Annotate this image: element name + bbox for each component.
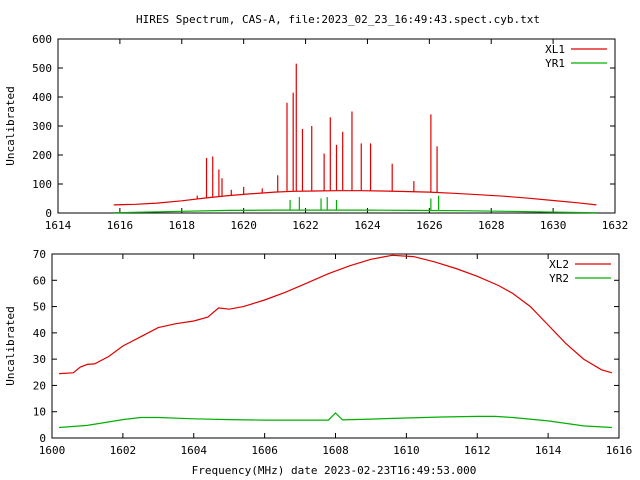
chart-bottom-y-tick-label: 60 <box>33 274 46 287</box>
figure-title: HIRES Spectrum, CAS-A, file:2023_02_23_1… <box>136 13 540 26</box>
chart-top-y-tick-label: 300 <box>32 120 52 133</box>
chart-top-legend-label-xl1: XL1 <box>545 43 565 56</box>
x-axis-label: Frequency(MHz) date 2023-02-23T16:49:53.… <box>192 464 477 477</box>
chart-top-x-tick-label: 1632 <box>602 219 629 232</box>
chart-top-y-tick-label: 500 <box>32 62 52 75</box>
chart-top-x-tick-label: 1620 <box>230 219 257 232</box>
chart-top-y-tick-label: 600 <box>32 33 52 46</box>
chart-bottom-series-xl2 <box>59 254 613 375</box>
chart-top-legend-label-yr1: YR1 <box>545 57 565 70</box>
chart-bottom-y-tick-label: 50 <box>33 301 46 314</box>
chart-bottom-x-tick-label: 1612 <box>464 444 491 457</box>
chart-top-series <box>113 63 597 214</box>
chart-top-series-xl1 <box>113 190 597 206</box>
chart-bottom-legend-label-yr2: YR2 <box>549 272 569 285</box>
chart-top-y-tick-label: 0 <box>45 207 52 220</box>
chart-bottom-series-yr2 <box>59 412 612 429</box>
chart-top-x-tick-label: 1616 <box>107 219 134 232</box>
chart-top-x-tick-label: 1622 <box>292 219 319 232</box>
chart-top-x-tick-label: 1624 <box>354 219 381 232</box>
chart-bottom-legend-label-xl2: XL2 <box>549 258 569 271</box>
chart-top-y-tick-label: 100 <box>32 178 52 191</box>
chart-top-y-tick-label: 200 <box>32 149 52 162</box>
chart-bottom: 1600 1602 1604 1606 1608 1610 1612 1614 1616 0 10 2… <box>4 248 632 457</box>
chart-bottom-x-tick-label: 1606 <box>251 444 278 457</box>
chart-top-x-tick-label: 1614 <box>45 219 72 232</box>
chart-bottom-y-tick-label: 30 <box>33 353 46 366</box>
chart-bottom-x-tick-label: 1610 <box>393 444 420 457</box>
chart-bottom-x-tick-label: 1604 <box>181 444 208 457</box>
chart-bottom-y-tick-label: 40 <box>33 327 46 340</box>
chart-top-series-yr1 <box>113 209 597 214</box>
chart-top-x-tick-label: 1628 <box>478 219 505 232</box>
chart-bottom-frame <box>51 253 620 439</box>
chart-bottom-y-tick-label: 20 <box>33 379 46 392</box>
chart-bottom-x-tick-label: 1608 <box>322 444 349 457</box>
chart-top-ylabel: Uncalibrated <box>4 86 17 165</box>
chart-top-ticks: 1614 1616 1618 1620 1622 1624 1626 1628 1630 1632… <box>32 33 628 232</box>
chart-bottom-x-tick-label: 1614 <box>535 444 562 457</box>
chart-top-x-tick-label: 1630 <box>540 219 567 232</box>
chart-bottom-y-tick-label: 0 <box>39 432 46 445</box>
chart-bottom-y-tick-label: 70 <box>33 248 46 261</box>
chart-bottom-y-tick-label: 10 <box>33 406 46 419</box>
chart-bottom-ticks: 1600 1602 1604 1606 1608 1610 1612 1614 1616 0 10 2… <box>33 248 633 457</box>
chart-bottom-x-tick-label: 1616 <box>606 444 633 457</box>
chart-bottom-x-tick-label: 1602 <box>110 444 137 457</box>
chart-top: 1614 1616 1618 1620 1622 1624 1626 1628 1630 1632… <box>4 33 628 232</box>
chart-bottom-series <box>59 254 613 429</box>
chart-top-x-tick-label: 1626 <box>416 219 443 232</box>
chart-top-y-tick-label: 400 <box>32 91 52 104</box>
chart-top-x-tick-label: 1618 <box>169 219 196 232</box>
chart-bottom-x-tick-label: 1600 <box>39 444 66 457</box>
chart-bottom-ylabel: Uncalibrated <box>4 306 17 385</box>
